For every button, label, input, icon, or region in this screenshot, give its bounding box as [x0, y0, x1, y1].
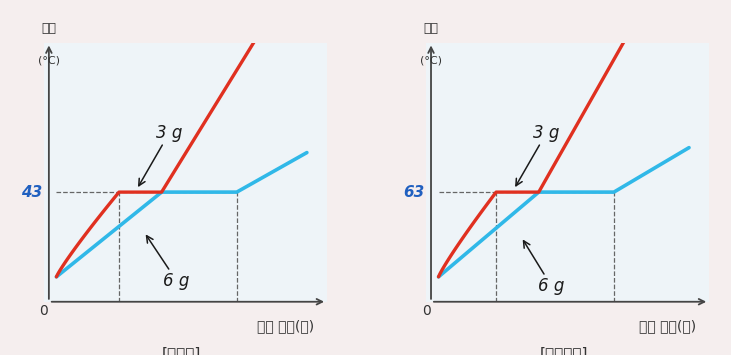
Text: 가열 시간(분): 가열 시간(분) [257, 319, 314, 333]
Text: 온도: 온도 [42, 22, 56, 35]
Text: 온도: 온도 [423, 22, 439, 35]
Text: 0: 0 [422, 304, 431, 318]
Text: (°C): (°C) [38, 55, 60, 65]
Text: [팔미트산]: [팔미트산] [539, 346, 588, 355]
Text: 0: 0 [39, 304, 48, 318]
Text: 3 g: 3 g [139, 124, 182, 186]
Text: [로르산]: [로르산] [162, 346, 201, 355]
Text: 6 g: 6 g [523, 241, 564, 295]
Text: 43: 43 [21, 185, 42, 200]
Text: 가열 시간(분): 가열 시간(분) [640, 319, 697, 333]
Text: 6 g: 6 g [146, 236, 190, 290]
Text: (°C): (°C) [420, 55, 442, 65]
Text: 3 g: 3 g [516, 124, 559, 186]
Text: 63: 63 [404, 185, 425, 200]
